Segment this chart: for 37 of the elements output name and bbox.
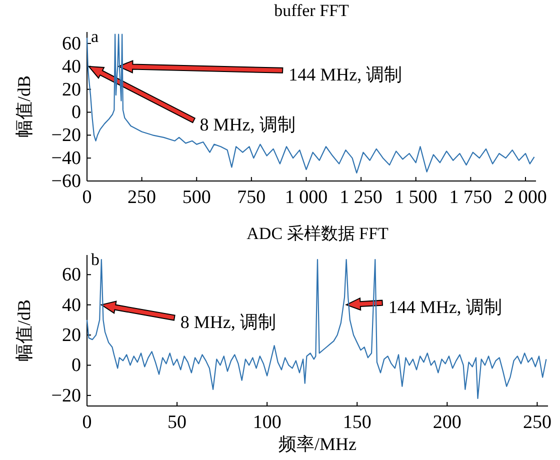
x-tick-label: 1 750 xyxy=(449,187,492,208)
annotation: 144 MHz, 调制 xyxy=(388,296,502,317)
annotation: 144 MHz, 调制 xyxy=(288,64,402,84)
x-tick-label: 150 xyxy=(342,412,372,433)
y-tick-label: −20 xyxy=(51,385,81,406)
annotation: a xyxy=(91,27,99,46)
y-tick-label: 60 xyxy=(62,264,81,286)
x-tick-label: 1 500 xyxy=(394,187,438,208)
y-axis-title: 幅值/dB xyxy=(14,299,34,362)
y-tick-label: 60 xyxy=(62,33,81,54)
annotation: 8 MHz, 调制 xyxy=(200,114,296,134)
annotation: b xyxy=(91,250,100,269)
line-series xyxy=(86,34,535,174)
y-tick-label: −60 xyxy=(51,171,81,192)
x-tick-label: 100 xyxy=(252,412,282,433)
x-tick-label: 50 xyxy=(168,412,187,433)
x-tick-label: 2 000 xyxy=(504,187,547,208)
annotation: 8 MHz, 调制 xyxy=(180,312,276,332)
x-tick-label: 1 000 xyxy=(284,187,328,208)
chart-title: ADC 采样数据 FFT xyxy=(246,224,389,243)
x-tick-label: 250 xyxy=(128,187,156,208)
y-tick-label: −40 xyxy=(51,148,81,170)
y-tick-label: −20 xyxy=(51,125,81,146)
x-tick-label: 200 xyxy=(432,412,462,433)
y-tick-label: 0 xyxy=(72,355,81,376)
x-tick-label: 250 xyxy=(522,412,552,433)
y-tick-label: 40 xyxy=(62,294,81,316)
y-axis-title: 幅值/dB xyxy=(14,75,34,138)
x-tick-label: 1 250 xyxy=(340,187,382,208)
y-tick-label: 20 xyxy=(62,79,81,100)
chart-title: buffer FFT xyxy=(274,1,350,20)
x-axis-title: 频率/MHz xyxy=(278,434,357,454)
y-tick-label: 0 xyxy=(72,102,81,124)
y-tick-label: 40 xyxy=(62,56,81,78)
y-tick-label: 20 xyxy=(62,325,81,346)
x-tick-label: 500 xyxy=(182,187,211,208)
x-tick-label: 750 xyxy=(237,187,266,208)
